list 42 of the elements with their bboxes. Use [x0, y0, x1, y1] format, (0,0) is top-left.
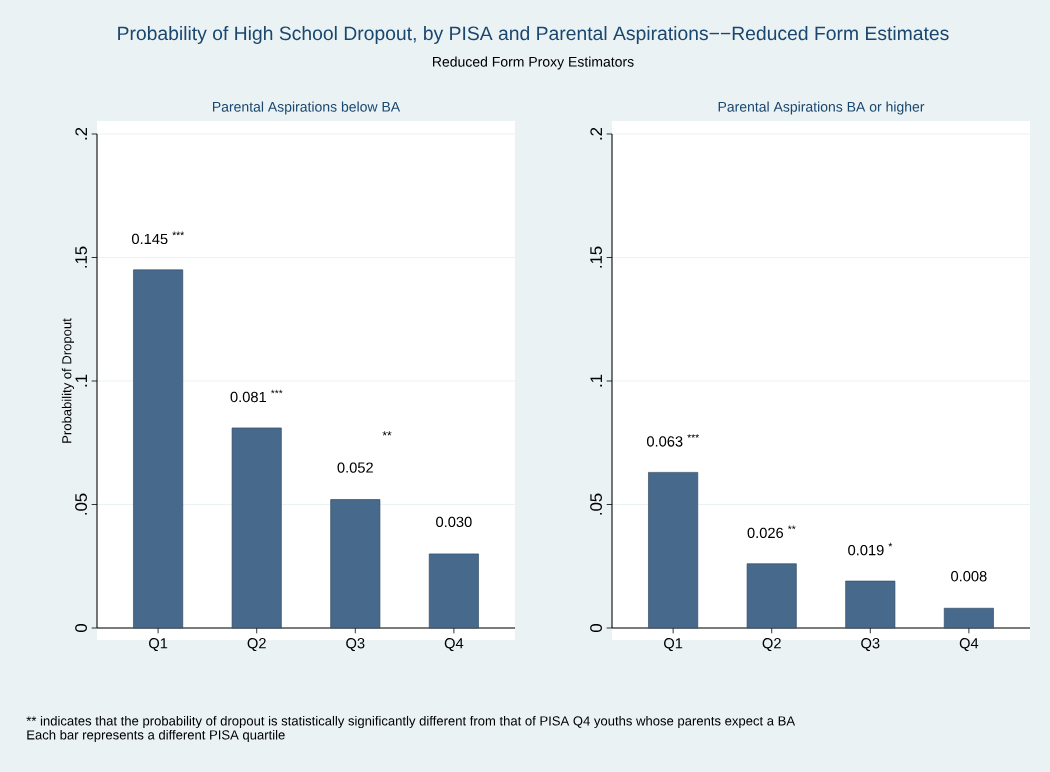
- data-label: 0.052: [337, 462, 373, 473]
- x-tick-label: Q3: [346, 638, 365, 652]
- y-tick-label: 0: [590, 624, 602, 632]
- data-label: 0.019 $^{*}$: [848, 542, 893, 556]
- y-tick-label: .2: [590, 127, 602, 140]
- x-tick-label: Q2: [762, 638, 781, 652]
- x-tick-label: Q1: [664, 638, 683, 652]
- data-label: 0.081 $^{***}$: [230, 389, 283, 403]
- y-tick-label: .1: [590, 374, 602, 387]
- bar: [133, 269, 184, 629]
- bar: [648, 472, 699, 629]
- text: Probability of High School Dropout, by PISA and Parental Aspirations−−Reduced Form Estimates: [118, 25, 949, 45]
- y-tick-label: .05: [75, 493, 87, 515]
- bar: [845, 580, 896, 629]
- text: ** indicates that the probability of dropout is statistically significantly different from that of PISA Q4 youths whose parents expect a BA: [26, 715, 796, 729]
- y-tick-label: 0: [75, 624, 87, 632]
- chart-title: Parental Aspirations BA or higher: [718, 101, 925, 115]
- x-tick-label: Q2: [247, 638, 266, 652]
- data-label: 0.030: [436, 516, 472, 528]
- data-label: 0.026 $^{**}$: [747, 525, 796, 539]
- x-tick-label: Q4: [959, 638, 979, 652]
- data-label: 0.063 $^{***}$: [646, 434, 699, 447]
- y-tick-label: .1: [75, 374, 87, 387]
- chart-title: Parental Aspirations below BA: [212, 101, 401, 115]
- y-tick-label: .15: [590, 246, 602, 268]
- data-label: 0.008: [951, 571, 987, 582]
- x-tick-label: Q3: [861, 638, 880, 652]
- bar: [428, 553, 479, 629]
- y-tick-label: .2: [75, 127, 87, 140]
- text: Each bar represents a different PISA quartile: [27, 729, 285, 743]
- data-label: 0.145 $^{***}$: [131, 231, 184, 245]
- text: Reduced Form Proxy Estimators: [433, 56, 634, 70]
- x-tick-label: Q1: [149, 638, 168, 652]
- bar: [746, 563, 797, 629]
- annotation: **: [382, 431, 392, 436]
- bar: [943, 607, 994, 629]
- y-axis-title: Probability of Dropout: [61, 318, 75, 443]
- bar: [330, 499, 381, 629]
- x-tick-label: Q4: [444, 638, 464, 652]
- y-tick-label: .05: [590, 493, 602, 515]
- bar: [231, 427, 282, 629]
- y-tick-label: .15: [75, 246, 87, 268]
